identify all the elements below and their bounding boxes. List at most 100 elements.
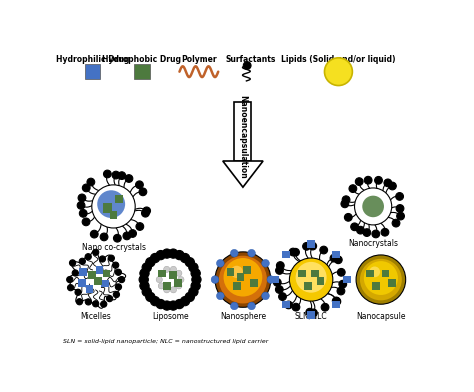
Circle shape [87,178,95,186]
Bar [84,64,100,80]
Circle shape [372,230,380,238]
Circle shape [149,259,191,300]
Circle shape [230,266,243,278]
Circle shape [118,172,126,180]
Circle shape [219,256,267,303]
Circle shape [175,299,184,309]
Text: Nanosphere: Nanosphere [220,312,266,321]
Bar [96,267,103,274]
Circle shape [77,201,85,209]
Circle shape [290,258,333,301]
Circle shape [140,269,149,278]
Circle shape [185,258,194,267]
Circle shape [292,303,300,311]
Circle shape [392,219,400,227]
Circle shape [92,185,135,228]
Circle shape [115,269,121,275]
Circle shape [156,250,165,260]
Circle shape [332,297,340,305]
Circle shape [191,281,201,290]
Circle shape [162,301,172,310]
Circle shape [142,287,151,296]
Circle shape [136,223,144,230]
Circle shape [115,284,121,290]
Circle shape [92,301,99,307]
Circle shape [158,270,164,276]
Bar [317,277,324,285]
Circle shape [355,188,392,225]
Circle shape [306,309,314,316]
Circle shape [335,256,342,264]
Bar [134,64,150,80]
Circle shape [330,254,338,262]
Bar [272,276,279,283]
Bar [307,311,315,319]
Circle shape [176,270,182,276]
Circle shape [362,196,384,217]
Circle shape [78,194,86,202]
Circle shape [309,242,317,250]
Bar [237,274,245,281]
Circle shape [142,263,151,272]
Text: Hydrophobic Drug: Hydrophobic Drug [102,55,182,64]
Circle shape [143,207,151,215]
Bar [88,271,96,279]
Text: Micelles: Micelles [80,312,111,321]
Circle shape [164,266,170,272]
Bar [103,270,110,277]
Circle shape [360,259,402,300]
Circle shape [108,255,114,261]
Polygon shape [223,161,263,187]
Circle shape [156,299,165,309]
Circle shape [211,276,219,283]
Circle shape [364,176,372,184]
Bar [80,268,87,276]
Bar [94,277,102,285]
Circle shape [175,250,184,260]
Circle shape [107,296,113,302]
Circle shape [248,302,255,310]
Circle shape [310,309,317,317]
Circle shape [289,248,297,256]
Circle shape [123,232,131,240]
Circle shape [72,270,78,276]
Circle shape [224,258,262,296]
Circle shape [356,178,363,185]
Circle shape [230,249,238,257]
Circle shape [100,301,107,307]
Circle shape [158,283,164,289]
Bar [86,285,93,293]
Circle shape [248,249,255,257]
Bar [298,270,306,277]
Circle shape [150,296,160,306]
Circle shape [75,289,81,295]
Circle shape [279,293,286,300]
Circle shape [341,200,349,208]
Circle shape [129,230,137,237]
Circle shape [156,276,162,283]
Circle shape [273,279,281,286]
Circle shape [292,249,300,256]
Text: Nano co-crystals: Nano co-crystals [82,243,146,252]
Circle shape [79,209,87,217]
Circle shape [67,285,74,291]
Circle shape [217,292,224,300]
Circle shape [339,280,346,288]
Circle shape [170,266,176,272]
Circle shape [217,260,224,267]
Bar [158,270,166,277]
Circle shape [396,205,404,212]
Circle shape [285,301,292,309]
Circle shape [82,218,90,226]
Text: Lipids (Solid and/or liquid): Lipids (Solid and/or liquid) [281,55,396,64]
Bar [282,251,290,258]
Circle shape [112,171,120,179]
Circle shape [170,287,176,293]
Circle shape [146,258,155,267]
Circle shape [103,170,111,178]
Circle shape [363,229,371,236]
Circle shape [136,181,143,189]
Bar [304,282,312,290]
Circle shape [100,233,108,241]
Circle shape [169,301,178,310]
